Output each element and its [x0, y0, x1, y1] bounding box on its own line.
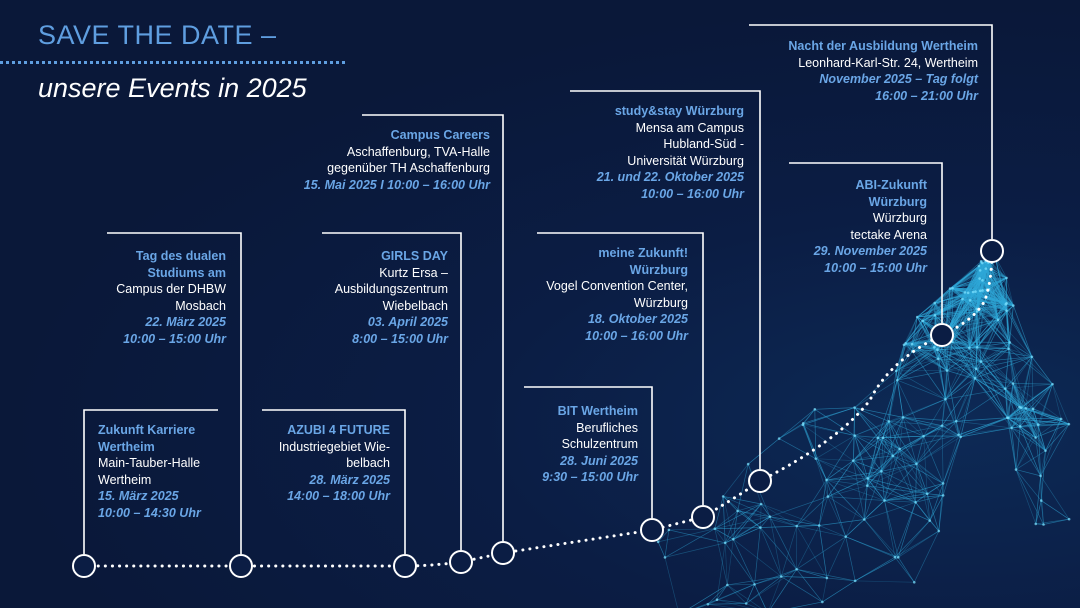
event-location: belbach: [346, 456, 390, 470]
event-card: GIRLS DAY Kurtz Ersa – Ausbildungszentrum W…: [335, 248, 448, 347]
event-date: 03. April 2025: [367, 315, 448, 329]
event-name: Campus Careers: [390, 128, 490, 142]
event-location: Würzburg: [872, 211, 927, 225]
event-location: Wiebelbach: [382, 298, 448, 313]
event-location: Aschaffenburg, TVA-Halle: [346, 144, 490, 159]
event-node: [640, 518, 664, 542]
event-name: Tag des dualen: [135, 249, 226, 263]
event-name: GIRLS DAY: [381, 249, 448, 263]
event-date: 21. und 22. Oktober 2025: [596, 170, 744, 184]
event-name: meine Zukunft!: [598, 246, 688, 260]
event-location: Vogel Convention Center,: [546, 279, 688, 293]
event-location: Schulzentrum: [561, 437, 638, 451]
event-location: Berufliches: [576, 420, 638, 435]
page-title: SAVE THE DATE –: [38, 20, 277, 50]
event-location: Kurtz Ersa –: [379, 265, 448, 280]
event-card: BIT Wertheim Berufliches Schulzentrum 28. J…: [542, 403, 638, 486]
event-name: Zukunft Karriere: [98, 423, 196, 437]
event-card: meine Zukunft! Würzburg Vogel Convention C…: [546, 245, 688, 344]
event-time: 10:00 – 15:00 Uhr: [824, 260, 927, 275]
event-card: Tag des dualen Studiums am Campus der DHBW…: [116, 248, 226, 347]
event-node: [748, 469, 772, 493]
event-location: Campus der DHBW: [116, 282, 226, 296]
event-card: Campus Careers Aschaffenburg, TVA-Halle ge…: [304, 127, 490, 193]
event-date: 22. März 2025: [145, 315, 226, 329]
mountain-network-graphic: [656, 254, 1071, 608]
event-connector-line: [362, 114, 504, 541]
dotted-divider: [0, 61, 345, 64]
event-name: ABI-Zukunft: [855, 178, 927, 192]
event-name: Studiums am: [147, 265, 227, 280]
event-connector-line: [322, 232, 462, 550]
event-date: 28. März 2025: [309, 472, 390, 487]
event-connector-line: [83, 409, 218, 554]
event-name: AZUBI 4 FUTURE: [287, 423, 390, 437]
event-node: [449, 550, 473, 574]
event-connectors: [83, 24, 993, 554]
event-name: study&stay Würzburg: [614, 104, 744, 118]
event-date: 29. November 2025: [813, 244, 927, 258]
event-connector-line: [570, 90, 761, 469]
event-card: ABI-Zukunft Würzburg Würzburg tectake Arena…: [814, 177, 927, 276]
event-location: Main-Tauber-Halle: [98, 456, 201, 470]
event-time: 10:00 – 16:00 Uhr: [585, 328, 688, 343]
event-name: Nacht der Ausbildung Wertheim: [788, 39, 978, 53]
event-location: Wertheim: [98, 472, 152, 487]
event-name: Wertheim: [98, 439, 155, 454]
event-location: Universität Würzburg: [627, 153, 744, 168]
event-location: Leonhard-Karl-Str. 24, Wertheim: [798, 55, 978, 70]
event-node: [980, 239, 1004, 263]
event-location: Würzburg: [633, 295, 688, 310]
event-time: 10:00 – 14:30 Uhr: [98, 505, 201, 520]
event-time: 8:00 – 15:00 Uhr: [352, 331, 448, 346]
event-connector-line: [789, 162, 943, 323]
event-card: AZUBI 4 FUTURE Industriegebiet Wie-belbac…: [279, 422, 390, 505]
event-time: 16:00 – 21:00 Uhr: [875, 88, 978, 103]
event-name: BIT Wertheim: [557, 404, 638, 418]
event-time: 10:00 – 15:00 Uhr: [123, 331, 226, 346]
event-location: tectake Arena: [850, 227, 927, 242]
event-node: [491, 541, 515, 565]
event-card: Zukunft Karriere Wertheim Main-Tauber-Hall…: [98, 422, 201, 521]
event-date: 28. Juni 2025: [560, 453, 638, 468]
event-card: study&stay Würzburg Mensa am Campus Hublan…: [597, 103, 744, 202]
event-node: [930, 323, 954, 347]
event-time: 14:00 – 18:00 Uhr: [287, 489, 390, 503]
event-connector-line: [524, 386, 653, 518]
event-date: 15. März 2025: [98, 489, 179, 503]
event-location: gegenüber TH Aschaffenburg: [327, 161, 490, 175]
event-node: [72, 554, 96, 578]
event-connector-line: [749, 24, 993, 239]
page-subtitle: unsere Events in 2025: [38, 73, 307, 103]
event-node: [691, 505, 715, 529]
event-name: Würzburg: [868, 194, 927, 209]
event-time: 9:30 – 15:00 Uhr: [542, 470, 638, 484]
event-card: Nacht der Ausbildung Wertheim Leonhard-Ka…: [788, 38, 978, 104]
event-connector-line: [107, 232, 242, 554]
event-location: Ausbildungszentrum: [334, 282, 448, 296]
event-node: [393, 554, 417, 578]
event-date: 15. Mai 2025 I 10:00 – 16:00 Uhr: [303, 177, 490, 192]
event-connector-line: [262, 409, 406, 554]
event-location: Hubland-Süd -: [663, 137, 744, 151]
event-name: Würzburg: [629, 262, 688, 277]
event-location: Mosbach: [175, 298, 226, 313]
event-location: Industriegebiet Wie-: [278, 439, 390, 454]
event-date: 18. Oktober 2025: [587, 312, 688, 326]
event-connector-line: [537, 232, 704, 505]
event-node: [229, 554, 253, 578]
event-location: Mensa am Campus: [635, 120, 744, 135]
event-date: November 2025 – Tag folgt: [819, 72, 978, 86]
event-time: 10:00 – 16:00 Uhr: [641, 186, 744, 201]
